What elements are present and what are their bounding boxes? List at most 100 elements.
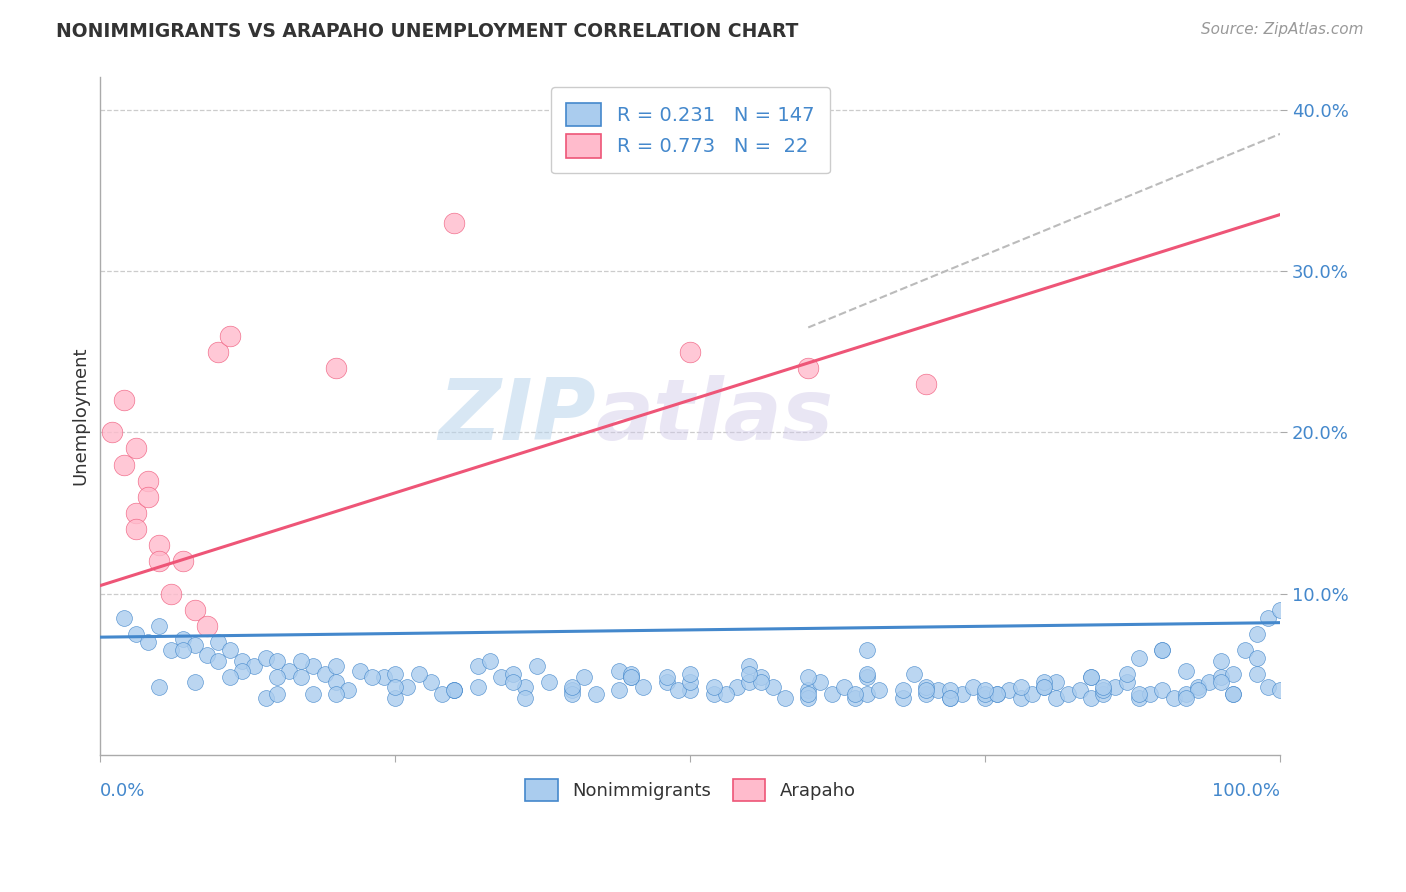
Point (856, 671, 879, 685)
Point (325, 360, 347, 375)
Point (962, 680, 984, 694)
Point (797, 683, 820, 698)
Point (1152, 643, 1174, 657)
Point (537, 675, 560, 690)
Point (832, 680, 855, 694)
Point (620, 667, 643, 681)
Point (974, 683, 997, 698)
Point (207, 344, 229, 359)
Point (502, 675, 524, 690)
Text: 0.0%: 0.0% (100, 782, 146, 800)
Point (467, 659, 489, 673)
Point (561, 683, 583, 698)
Point (266, 671, 288, 685)
Point (396, 680, 419, 694)
Point (939, 683, 962, 698)
Point (1045, 691, 1067, 706)
Point (1033, 675, 1056, 690)
Point (821, 687, 844, 701)
Point (891, 683, 914, 698)
Point (1092, 683, 1115, 698)
Point (125, 627, 148, 641)
Point (325, 675, 347, 690)
Point (502, 667, 524, 681)
Point (868, 683, 890, 698)
Point (1211, 671, 1233, 685)
Point (148, 554, 170, 568)
Point (797, 687, 820, 701)
Point (974, 691, 997, 706)
Point (219, 328, 242, 343)
Point (1128, 651, 1150, 665)
Point (384, 680, 406, 694)
Point (443, 683, 465, 698)
Point (974, 687, 997, 701)
Point (997, 683, 1019, 698)
Point (301, 659, 323, 673)
Point (1246, 651, 1268, 665)
Point (797, 360, 820, 375)
Point (1139, 687, 1161, 701)
Point (561, 687, 583, 701)
Point (844, 687, 866, 701)
Point (231, 664, 253, 678)
Point (148, 619, 170, 633)
Point (703, 680, 725, 694)
Y-axis label: Unemployment: Unemployment (72, 347, 89, 485)
Point (231, 654, 253, 668)
Point (1045, 675, 1067, 690)
Point (585, 687, 607, 701)
Legend: Nonimmigrants, Arapaho: Nonimmigrants, Arapaho (512, 766, 868, 814)
Point (1268, 603, 1291, 617)
Point (136, 490, 159, 504)
Point (1211, 675, 1233, 690)
Point (373, 671, 395, 685)
Point (1246, 627, 1268, 641)
Point (207, 635, 229, 649)
Point (360, 671, 382, 685)
Text: Source: ZipAtlas.com: Source: ZipAtlas.com (1201, 22, 1364, 37)
Point (679, 667, 702, 681)
Point (112, 458, 135, 472)
Point (903, 667, 925, 681)
Point (254, 691, 277, 706)
Point (195, 619, 218, 633)
Point (655, 675, 678, 690)
Point (1222, 687, 1244, 701)
Point (160, 586, 183, 600)
Point (808, 675, 831, 690)
Point (314, 667, 336, 681)
Point (408, 667, 430, 681)
Point (242, 659, 264, 673)
Point (1021, 687, 1043, 701)
Point (1069, 683, 1091, 698)
Point (1128, 687, 1150, 701)
Point (195, 648, 218, 662)
Point (668, 683, 690, 698)
Point (797, 691, 820, 706)
Point (207, 654, 229, 668)
Text: ZIP: ZIP (439, 375, 596, 458)
Point (939, 691, 962, 706)
Point (797, 671, 820, 685)
Point (1092, 687, 1115, 701)
Point (1174, 687, 1197, 701)
Point (1268, 683, 1291, 698)
Point (1187, 680, 1209, 694)
Point (1115, 675, 1137, 690)
Point (762, 680, 785, 694)
Point (384, 667, 406, 681)
Point (112, 611, 135, 625)
Point (1246, 667, 1268, 681)
Point (325, 659, 347, 673)
Point (1115, 667, 1137, 681)
Point (513, 680, 536, 694)
Point (986, 687, 1008, 701)
Point (1152, 683, 1174, 698)
Point (1033, 680, 1056, 694)
Point (1257, 680, 1279, 694)
Point (443, 683, 465, 698)
Point (1152, 643, 1174, 657)
Point (148, 680, 170, 694)
Point (572, 671, 595, 685)
